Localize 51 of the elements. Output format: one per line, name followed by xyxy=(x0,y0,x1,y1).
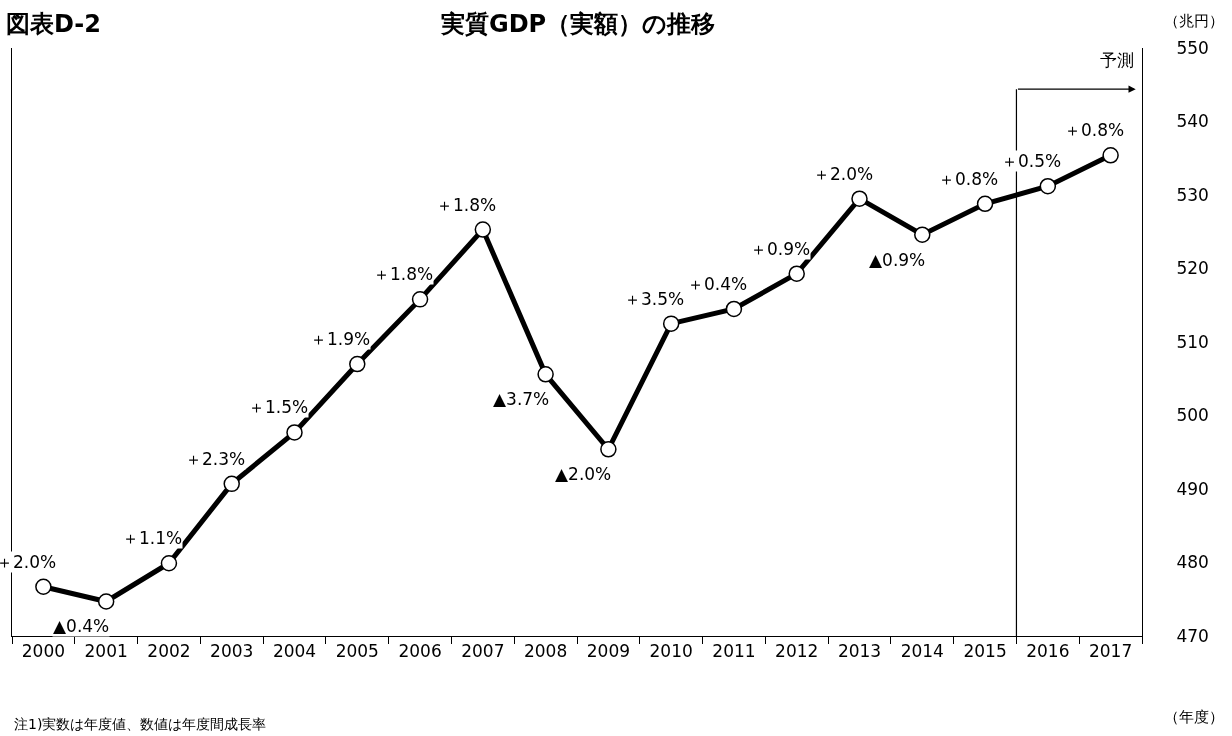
annotation: ＋2.0% xyxy=(0,552,57,572)
x-tick-label: 2001 xyxy=(84,641,128,662)
y-tick-label: 550 xyxy=(1176,37,1209,58)
x-tick-label: 2004 xyxy=(272,641,317,662)
x-tick-label: 2015 xyxy=(963,641,1007,662)
x-tick-label: 2009 xyxy=(586,641,631,662)
x-tick-label: 2003 xyxy=(210,641,254,662)
x-tick-label: 2008 xyxy=(523,641,568,662)
annotation: ▲2.0% xyxy=(555,464,612,484)
annotation: ＋0.8% xyxy=(938,169,999,189)
annotation: ＋1.9% xyxy=(310,329,371,349)
annotation: ＋0.4% xyxy=(687,274,748,294)
y-tick-label: 490 xyxy=(1176,478,1209,499)
y-tick-label: 500 xyxy=(1176,405,1209,426)
annotation: ＋2.0% xyxy=(813,164,874,184)
annotation: ▲3.7% xyxy=(493,389,550,409)
x-tick-label: 2013 xyxy=(837,641,882,662)
y-tick-label: 530 xyxy=(1176,184,1209,205)
y-tick-label: 480 xyxy=(1176,552,1209,573)
y-axis-title: （兆円） xyxy=(1164,12,1224,30)
y-tick-label: 520 xyxy=(1176,258,1209,279)
annotation: ＋3.5% xyxy=(624,289,685,309)
annotation: ▲0.4% xyxy=(53,616,110,636)
y-tick-label: 470 xyxy=(1176,625,1209,646)
annotation: ＋1.8% xyxy=(436,195,497,215)
chart-subtitle: 図表D-2 xyxy=(6,10,102,38)
x-tick-label: 2006 xyxy=(398,641,442,662)
x-tick-label: 2011 xyxy=(712,641,756,662)
x-tick-label: 2002 xyxy=(147,641,191,662)
annotation: ＋1.8% xyxy=(373,264,434,284)
x-tick-label: 2014 xyxy=(900,641,944,662)
annotation: ＋1.5% xyxy=(248,397,309,417)
ref-line-label: 予測 xyxy=(1100,50,1134,70)
x-axis-title: （年度） xyxy=(1164,708,1224,726)
x-tick-label: 2016 xyxy=(1026,641,1070,662)
annotation: ＋1.1% xyxy=(122,528,183,548)
x-tick-label: 2012 xyxy=(775,641,819,662)
x-tick-label: 2007 xyxy=(461,641,505,662)
x-tick-label: 2017 xyxy=(1088,641,1133,662)
annotation: ＋0.9% xyxy=(750,239,811,259)
y-tick-label: 510 xyxy=(1176,331,1209,352)
annotation: ＋2.3% xyxy=(185,449,246,469)
annotation: ▲0.9% xyxy=(869,250,926,270)
x-tick-label: 2000 xyxy=(21,641,66,662)
annotation: ＋0.8% xyxy=(1064,120,1125,140)
x-tick-label: 2005 xyxy=(335,641,379,662)
chart-title: 実質GDP（実額）の推移 xyxy=(440,10,716,38)
x-tick-label: 2010 xyxy=(649,641,693,662)
text: 注1)実数は年度値、数値は年度間成長率 xyxy=(14,716,267,732)
annotation: ＋0.5% xyxy=(1001,151,1062,171)
y-tick-label: 540 xyxy=(1176,111,1209,132)
